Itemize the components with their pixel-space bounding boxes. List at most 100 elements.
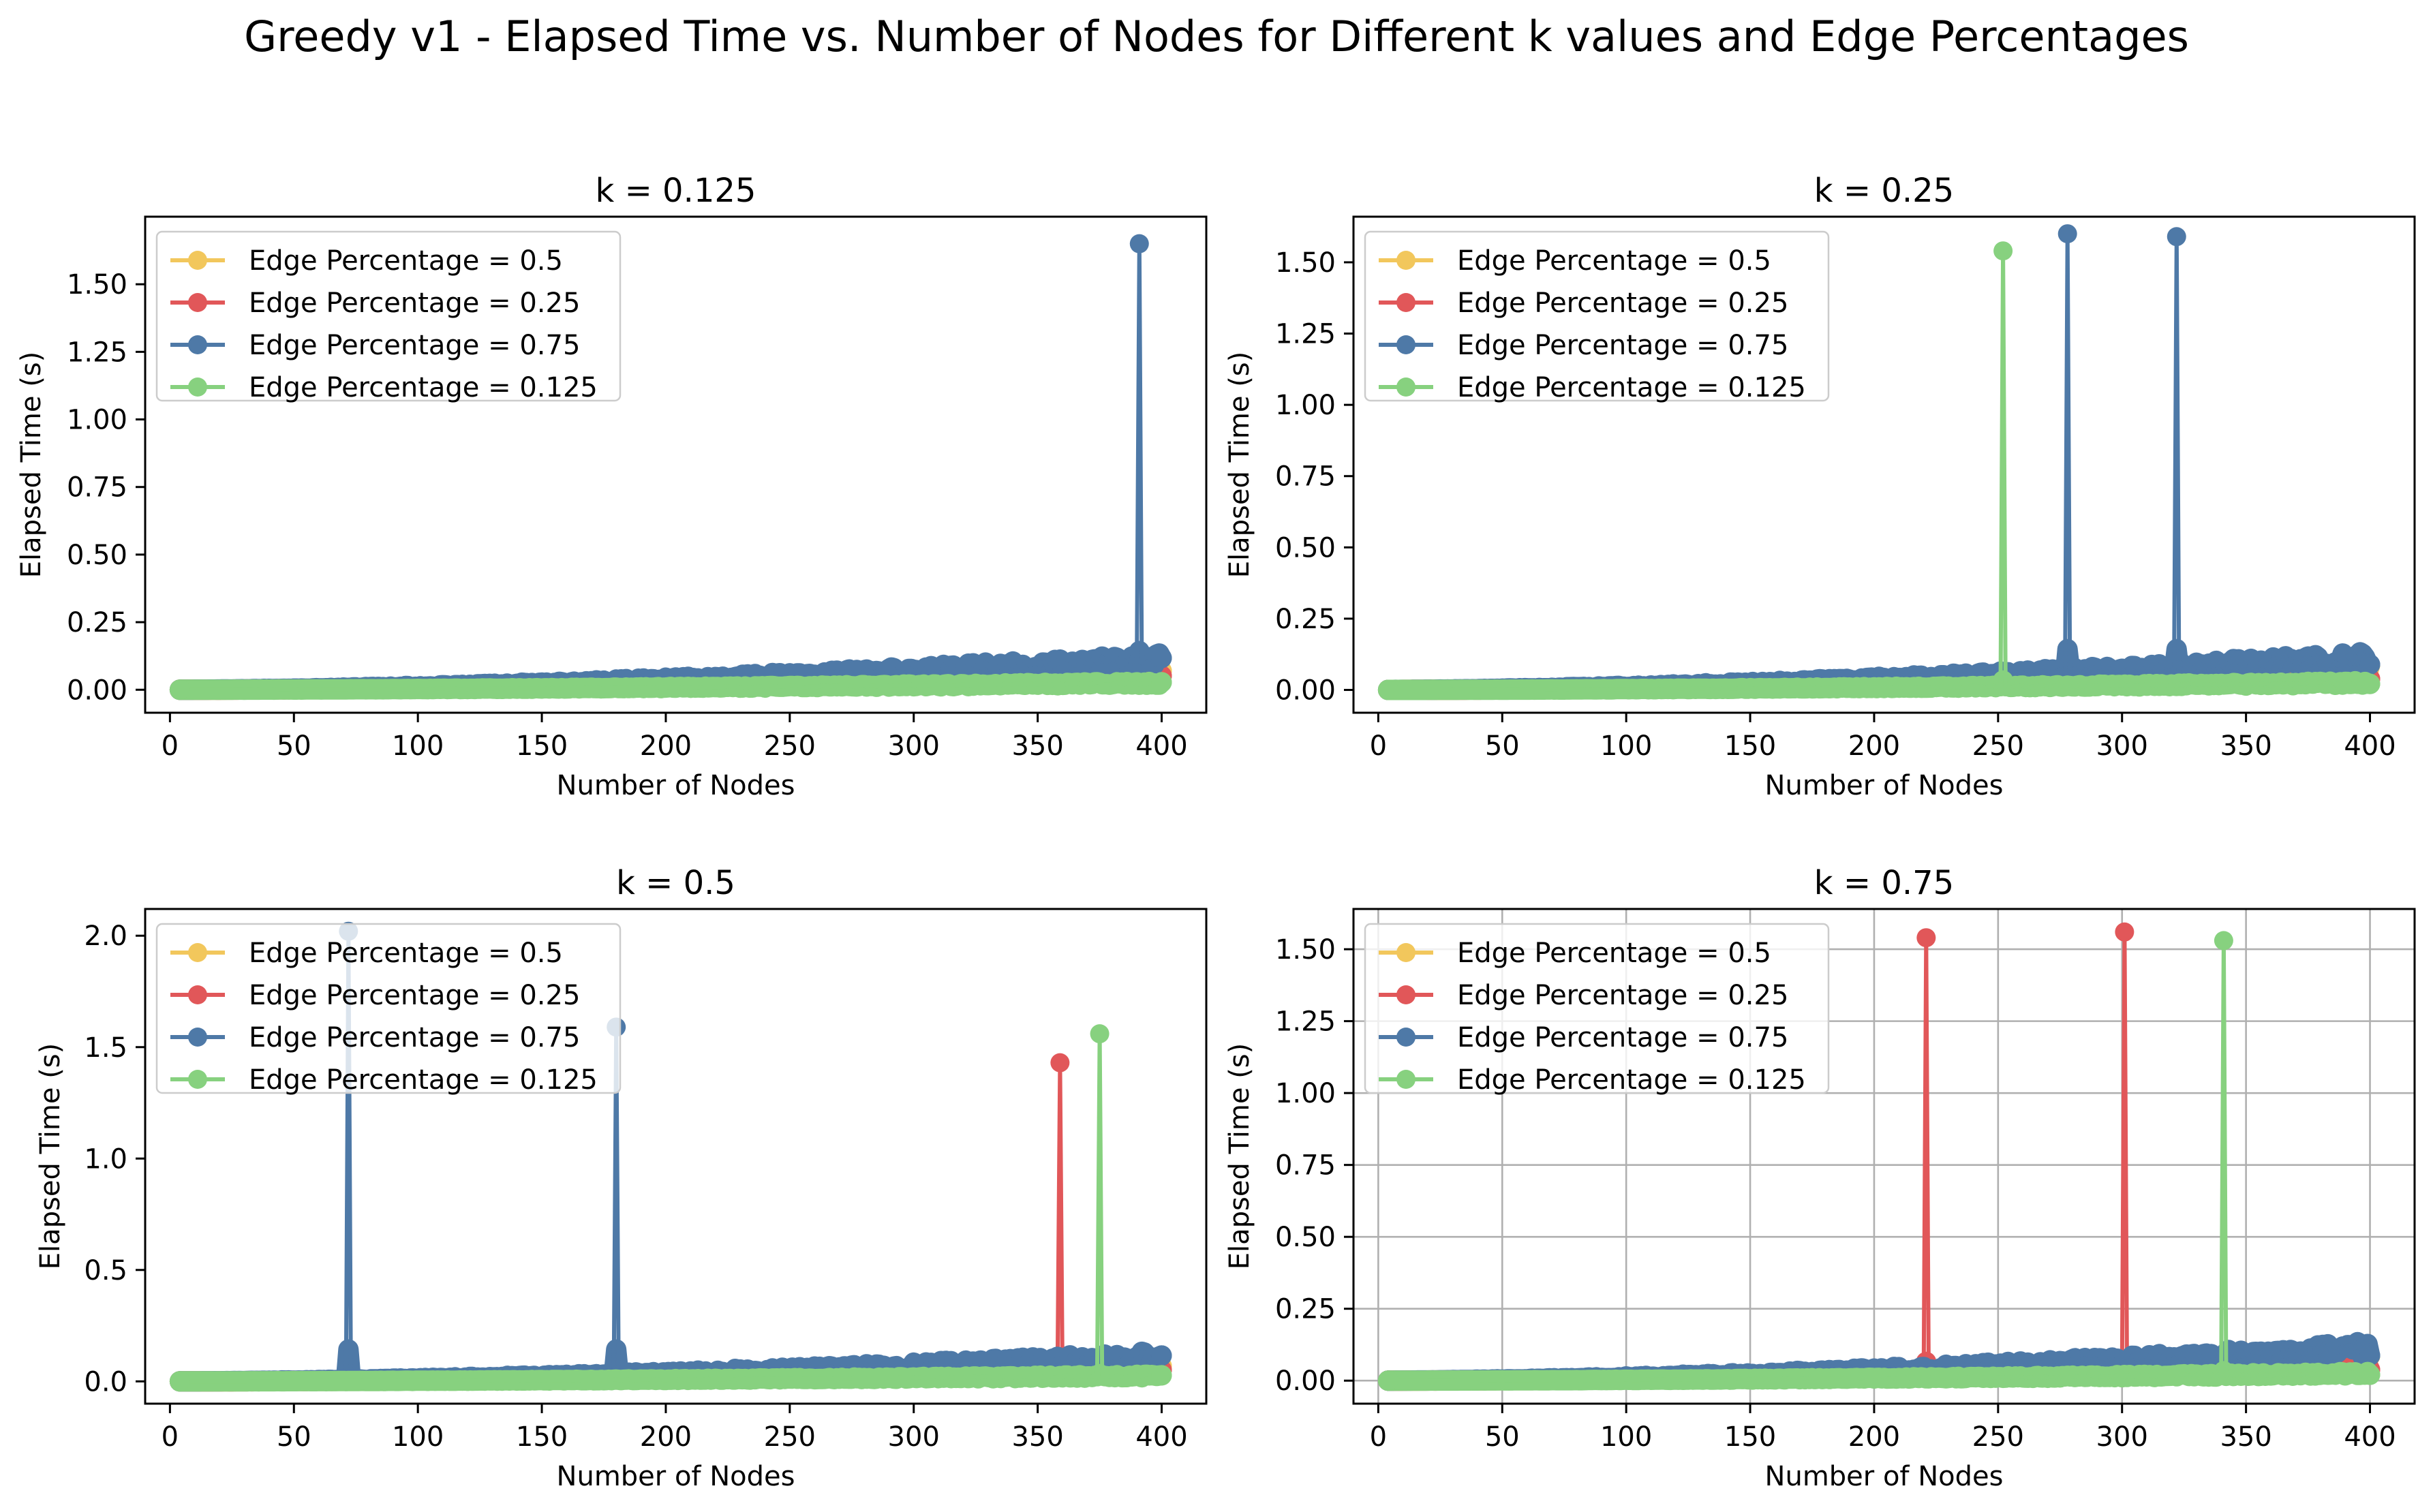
spike-point xyxy=(1993,241,2013,261)
x-tick-label: 400 xyxy=(2344,730,2396,762)
series-0.25 xyxy=(169,1053,1172,1392)
legend-swatch-marker xyxy=(1396,251,1416,270)
y-axis-label: Elapsed Time (s) xyxy=(35,1043,66,1270)
subplot-1: 0 50 100 150 200 250 300 350 400 0.00 0.25 0.50 0.75… xyxy=(16,172,1208,801)
series-line xyxy=(179,679,1163,692)
x-tick-label: 150 xyxy=(1724,730,1776,762)
series-0.125 xyxy=(169,671,1172,700)
x-tick-label: 0 xyxy=(162,1421,179,1453)
y-tick-label: 0.25 xyxy=(1275,604,1336,635)
subplot-3: 0 50 100 150 200 250 300 350 400 0.0 0.5 1.0 1.5 2.0 k… xyxy=(35,864,1208,1492)
legend-swatch-marker xyxy=(1396,1070,1416,1089)
y-tick-label: 0.75 xyxy=(67,472,127,504)
x-tick-label: 400 xyxy=(1135,730,1187,762)
legend-label: Edge Percentage = 0.5 xyxy=(1457,245,1771,277)
y-tick-label: 1.00 xyxy=(1275,390,1336,421)
spike-point xyxy=(1129,234,1149,253)
x-tick-label: 50 xyxy=(277,730,311,762)
y-tick-label: 0.00 xyxy=(1275,1366,1336,1397)
subplot-title: k = 0.25 xyxy=(1814,172,1954,210)
axes-frame xyxy=(144,215,1208,714)
legend-label: Edge Percentage = 0.5 xyxy=(1457,938,1771,969)
series-line xyxy=(179,1060,1162,1384)
data-point xyxy=(2359,1345,2381,1366)
data-point xyxy=(1377,1370,1398,1391)
y-tick-label: 0.5 xyxy=(84,1255,127,1286)
legend-swatch-marker xyxy=(1396,1028,1416,1047)
x-tick-label: 400 xyxy=(1135,1421,1187,1453)
spike-point xyxy=(1050,1053,1070,1073)
x-tick-label: 350 xyxy=(1011,1421,1063,1453)
x-axis-label: Number of Nodes xyxy=(557,770,795,801)
x-tick-label: 150 xyxy=(516,730,568,762)
data-point xyxy=(1151,672,1172,693)
series-0.125 xyxy=(1377,241,2381,700)
y-tick-label: 0.0 xyxy=(84,1366,127,1398)
data-point xyxy=(1151,1345,1172,1366)
data-point xyxy=(1151,1365,1172,1386)
legend-box xyxy=(155,923,622,1094)
y-tick-label: 1.25 xyxy=(1275,319,1336,350)
plot-area xyxy=(169,921,1172,1392)
y-tick-label: 0.75 xyxy=(1275,461,1336,493)
spike-point xyxy=(1090,1024,1110,1044)
series-0.125 xyxy=(1377,931,2381,1391)
series-line xyxy=(179,1032,1162,1384)
y-tick-label: 1.00 xyxy=(1275,1078,1336,1109)
x-tick-label: 250 xyxy=(764,1421,816,1453)
legend-label: Edge Percentage = 0.25 xyxy=(1457,288,1788,319)
y-tick-label: 0.75 xyxy=(1275,1150,1336,1182)
series-0.125 xyxy=(169,1024,1172,1392)
legend: Edge Percentage = 0.5 Edge Percentage = 0… xyxy=(1364,230,1830,403)
y-tick-label: 0.00 xyxy=(1275,675,1336,707)
legend-label: Edge Percentage = 0.5 xyxy=(249,938,563,969)
legend-label: Edge Percentage = 0.25 xyxy=(249,288,580,319)
spike-point xyxy=(2057,224,2077,244)
y-tick-label: 1.25 xyxy=(1275,1006,1336,1038)
spike-point xyxy=(2167,227,2186,247)
data-point xyxy=(1377,679,1398,700)
series-line xyxy=(1388,938,2372,1383)
plot-area xyxy=(169,234,1172,700)
x-tick-label: 350 xyxy=(1011,730,1063,762)
legend-label: Edge Percentage = 0.125 xyxy=(249,372,598,403)
subplot-title: k = 0.75 xyxy=(1814,864,1954,902)
y-tick-label: 1.50 xyxy=(1275,247,1336,279)
x-tick-label: 100 xyxy=(392,1421,444,1453)
legend: Edge Percentage = 0.5 Edge Percentage = 0… xyxy=(155,230,622,403)
legend-swatch-marker xyxy=(188,335,207,354)
y-tick-label: 0.25 xyxy=(1275,1294,1336,1325)
axes-frame xyxy=(1352,215,2416,714)
x-tick-label: 50 xyxy=(277,1421,311,1453)
x-tick-label: 200 xyxy=(640,1421,692,1453)
series-line xyxy=(1388,249,2370,692)
x-tick-label: 150 xyxy=(516,1421,568,1453)
subplots: 0 50 100 150 200 250 300 350 4000.000.250.500.75… xyxy=(16,172,2416,1492)
subplot-2: 0 50 100 150 200 250 300 350 400 0.00 0.25 0.50 0.75… xyxy=(1224,172,2416,801)
x-tick-label: 250 xyxy=(1972,1421,2024,1453)
x-tick-label: 0 xyxy=(162,730,179,762)
spike-point xyxy=(2115,922,2134,942)
data-point xyxy=(1151,647,1172,668)
y-tick-label: 0.50 xyxy=(1275,1222,1336,1253)
legend: Edge Percentage = 0.5 Edge Percentage = 0… xyxy=(1364,923,1830,1096)
y-tick-label: 1.5 xyxy=(84,1032,127,1064)
x-tick-label: 0 xyxy=(1370,730,1387,762)
legend-swatch-marker xyxy=(188,377,207,397)
x-axis-label: Number of Nodes xyxy=(1765,770,2004,801)
legend-swatch-marker xyxy=(188,293,207,312)
x-tick-label: 400 xyxy=(2344,1421,2396,1453)
x-tick-label: 50 xyxy=(1485,730,1520,762)
legend-swatch-marker xyxy=(1396,985,1416,1004)
spike-point xyxy=(1916,928,1936,948)
axes-frame xyxy=(144,908,1208,1405)
legend-label: Edge Percentage = 0.75 xyxy=(249,1022,580,1053)
figure-title: Greedy v1 - Elapsed Time vs. Number of N… xyxy=(244,12,2189,61)
x-tick-label: 150 xyxy=(1724,1421,1776,1453)
legend-swatch-marker xyxy=(188,985,207,1004)
legend-box xyxy=(155,230,622,402)
data-point xyxy=(169,679,190,700)
x-tick-label: 300 xyxy=(888,1421,940,1453)
y-axis-label: Elapsed Time (s) xyxy=(1224,1043,1255,1270)
